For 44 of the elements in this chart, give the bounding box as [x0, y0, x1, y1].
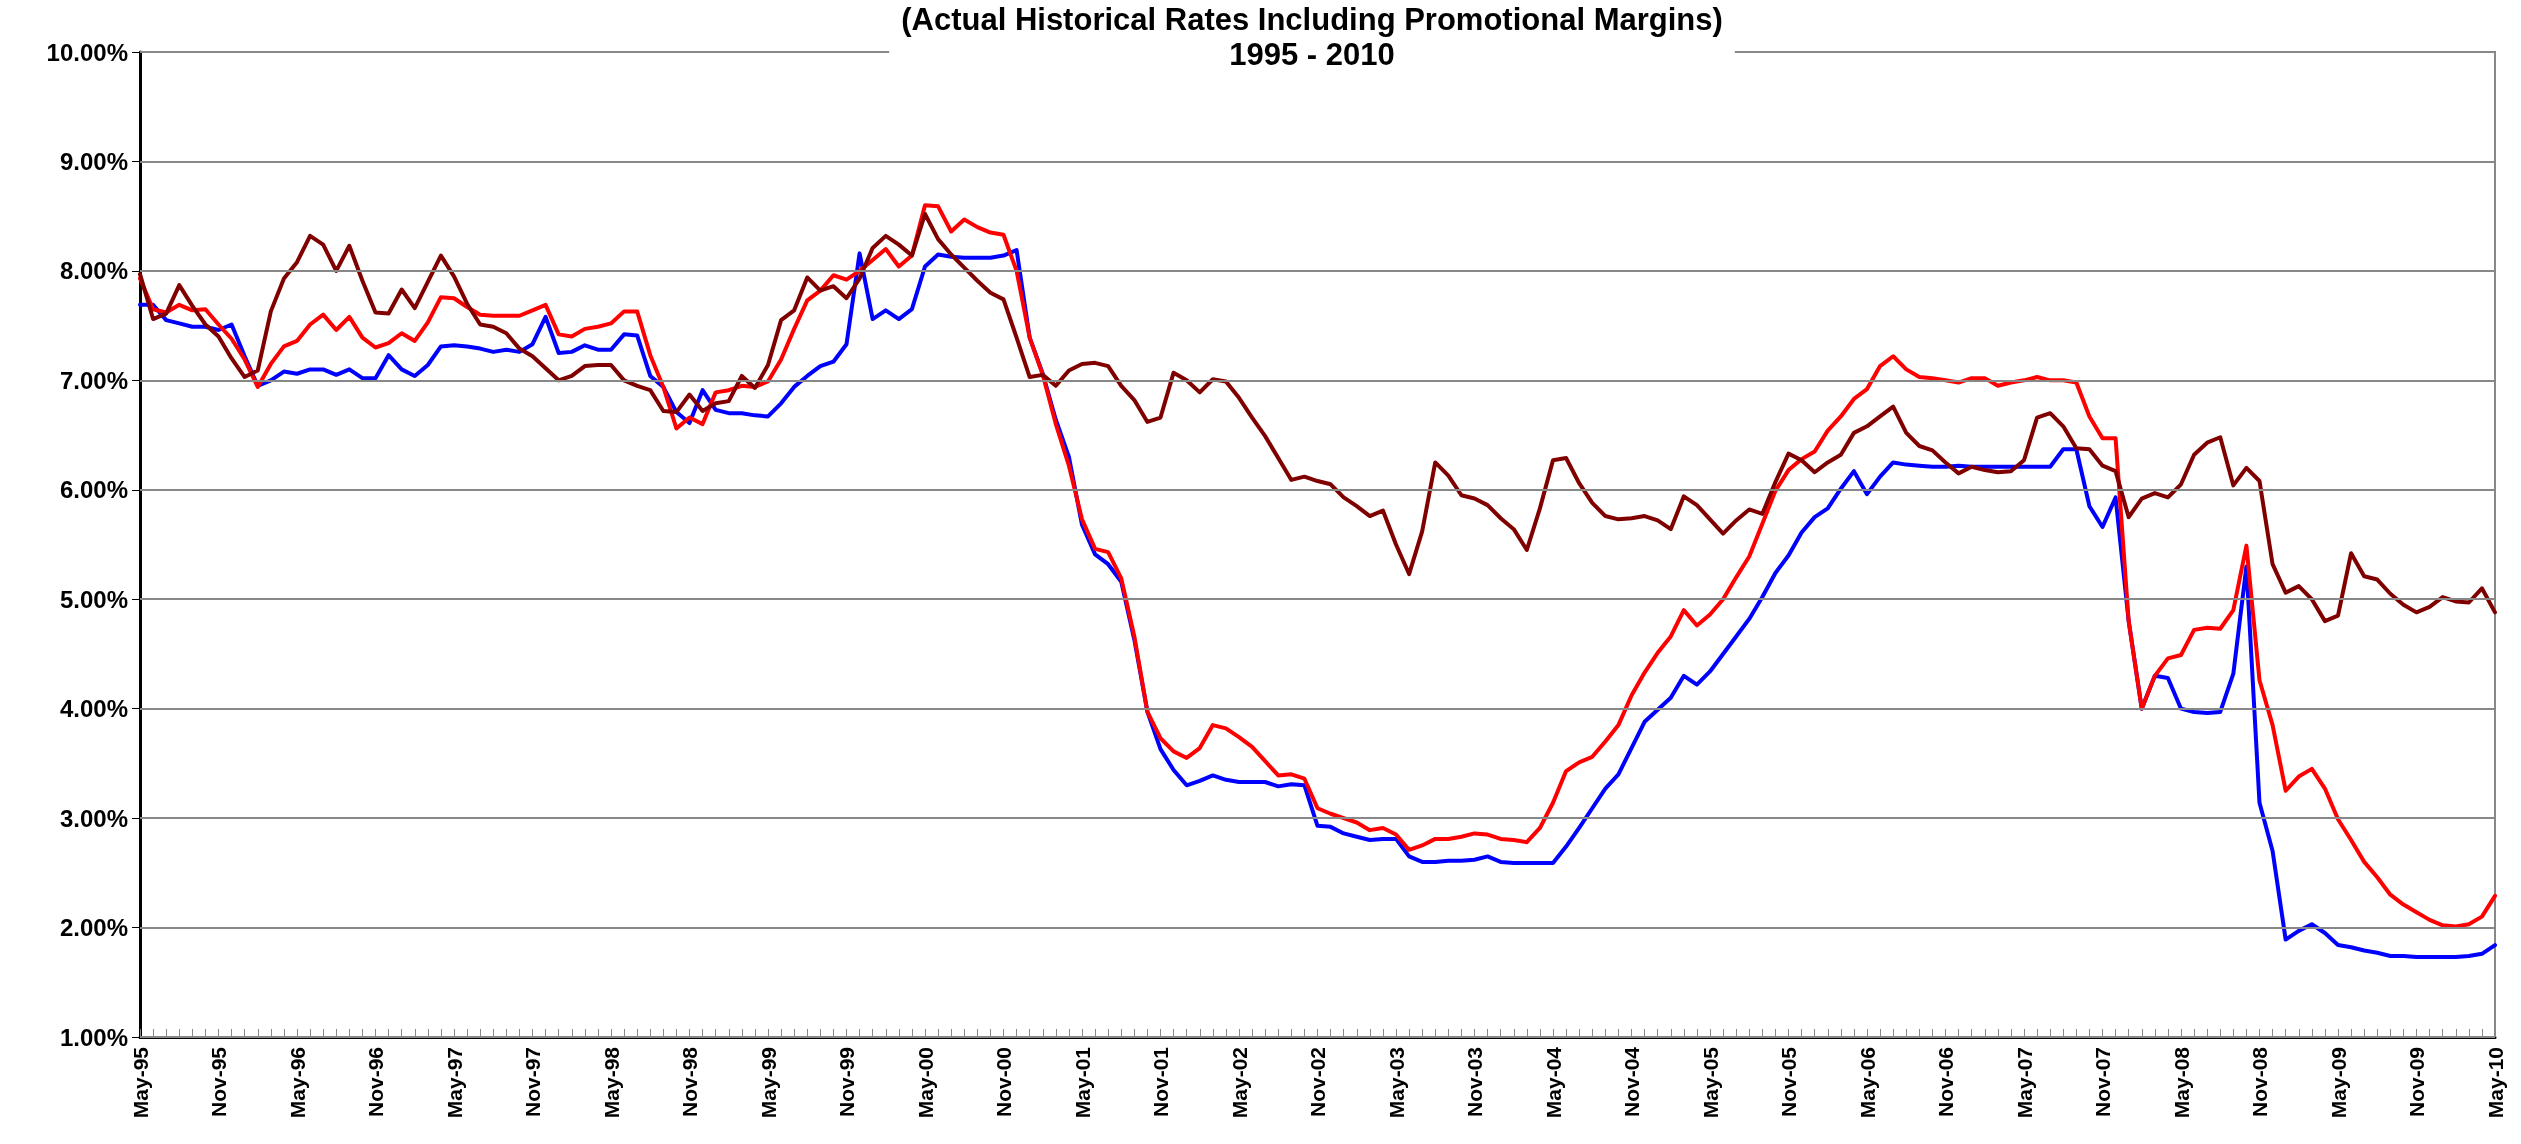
- x-tick-label: Nov-98: [678, 1046, 701, 1118]
- x-tick-label: May-09: [2326, 1047, 2350, 1119]
- x-tick-label: Nov-96: [364, 1047, 387, 1118]
- x-tick-label: Nov-07: [2091, 1047, 2114, 1118]
- y-tick-label: 10.00%: [46, 38, 128, 66]
- x-tick-label: Nov-99: [835, 1047, 858, 1118]
- y-tick-label: 6.00%: [59, 476, 128, 504]
- x-tick-label: May-02: [1227, 1047, 1251, 1119]
- line-series: [138, 211, 2497, 624]
- y-tick-label: 4.00%: [59, 695, 128, 723]
- x-tick-label: May-95: [128, 1046, 152, 1119]
- chart-subtitle: 1995 - 2010: [1229, 37, 1395, 72]
- x-tick-label: May-01: [1070, 1046, 1094, 1119]
- x-tick-label: May-00: [913, 1047, 937, 1119]
- y-tick-label: 2.00%: [59, 914, 128, 942]
- x-tick-label: May-04: [1541, 1046, 1565, 1119]
- x-tick-label: May-10: [2483, 1047, 2507, 1119]
- x-tick-label: May-03: [1384, 1047, 1408, 1119]
- x-tick-label: May-97: [442, 1047, 466, 1119]
- x-tick-label: Nov-00: [992, 1047, 1015, 1118]
- y-tick-label: 8.00%: [59, 257, 128, 285]
- x-tick-label: May-99: [756, 1047, 780, 1119]
- x-tick-label: May-96: [285, 1047, 309, 1119]
- y-tick-label: 9.00%: [59, 147, 128, 175]
- x-tick-label: May-05: [1698, 1046, 1722, 1119]
- x-tick-label: Nov-06: [1934, 1047, 1957, 1118]
- x-tick-label: May-06: [1855, 1047, 1879, 1119]
- x-tick-label: Nov-03: [1463, 1047, 1486, 1118]
- y-tick-label: 1.00%: [59, 1023, 128, 1051]
- x-tick-label: Nov-97: [521, 1047, 544, 1118]
- y-tick-label: 7.00%: [59, 366, 128, 394]
- x-tick-label: Nov-05: [1777, 1046, 1800, 1118]
- x-tick-label: Nov-09: [2405, 1047, 2428, 1118]
- x-tick-label: Nov-01: [1149, 1046, 1172, 1118]
- x-tick-label: Nov-08: [2248, 1046, 2271, 1118]
- y-tick-label: 3.00%: [59, 804, 128, 832]
- y-tick-label: 5.00%: [59, 585, 128, 613]
- x-tick-label: May-08: [2169, 1046, 2193, 1119]
- x-tick-label: Nov-95: [207, 1046, 230, 1118]
- x-tick-label: Nov-02: [1306, 1047, 1329, 1118]
- x-tick-label: Nov-04: [1620, 1046, 1643, 1118]
- x-tick-label: May-07: [2012, 1047, 2036, 1119]
- x-tick-label: May-98: [599, 1046, 623, 1119]
- chart-title: (Actual Historical Rates Including Promotional Margins): [901, 2, 1723, 37]
